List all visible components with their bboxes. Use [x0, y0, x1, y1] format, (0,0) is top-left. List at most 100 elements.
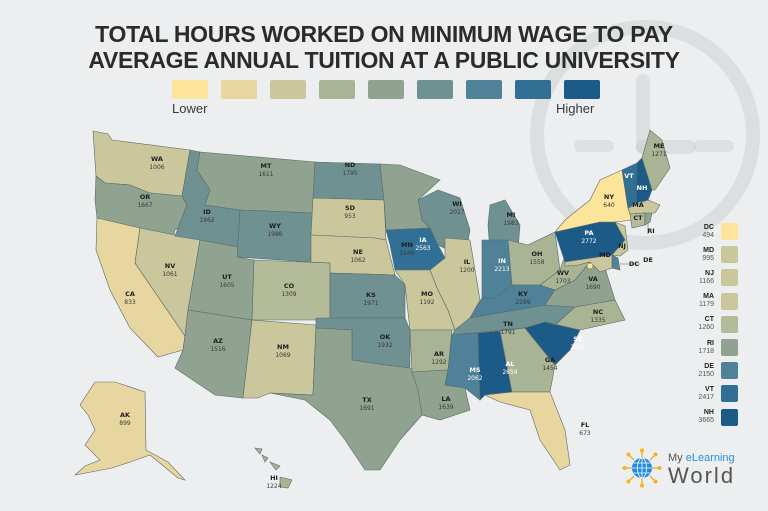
label-ak-value: 899: [119, 420, 131, 427]
label-nd-value: 1795: [342, 170, 357, 177]
label-wy-value: 1986: [267, 231, 282, 238]
label-in-code: IN: [498, 257, 506, 265]
label-ut-code: UT: [222, 273, 232, 281]
state-hi: [254, 447, 293, 489]
label-ak-code: AK: [120, 411, 131, 419]
small-state-swatch: [721, 339, 738, 357]
small-state-swatch: [721, 223, 738, 241]
label-nv-value: 1061: [162, 271, 177, 278]
state-nm: [242, 319, 317, 399]
small-state-value: 2417: [698, 393, 714, 401]
logo-my-text: My: [668, 452, 686, 464]
label-id-value: 1962: [199, 217, 214, 224]
label-ok-code: OK: [380, 333, 392, 341]
label-mi-code: MI: [507, 211, 516, 219]
label-ky-code: KY: [518, 290, 528, 298]
label-ca-code: CA: [125, 290, 135, 298]
small-state-ma: MA 1179: [680, 290, 738, 313]
label-tn-code: TN: [503, 320, 513, 328]
label-pa-code: PA: [584, 229, 593, 237]
label-mn-value: 1546: [399, 250, 414, 257]
legend-swatch-9: [564, 80, 600, 99]
label-nm-value: 1069: [275, 352, 290, 359]
label-wv-code: WV: [557, 269, 569, 277]
label-vt-code: VT: [624, 172, 634, 180]
label-wi-code: WI: [452, 200, 462, 208]
state-ri: [644, 212, 653, 226]
label-sc-code: SC: [573, 335, 583, 343]
small-state-code: NJ: [705, 269, 714, 277]
legend-higher-label: Higher: [556, 101, 595, 116]
label-ny-value: 640: [603, 202, 615, 209]
label-ok-value: 1932: [377, 342, 392, 349]
label-or-code: OR: [140, 193, 151, 201]
state-il: [429, 237, 481, 331]
page-title: TOTAL HOURS WORKED ON MINIMUM WAGE TO PA…: [0, 21, 768, 73]
state-mt: [196, 151, 316, 214]
small-state-value: 494: [702, 231, 714, 239]
label-mn-code: MN: [401, 241, 413, 249]
label-id-code: ID: [203, 208, 211, 216]
small-state-vt: VT 2417: [680, 382, 738, 405]
label-ct-code: CT: [633, 214, 643, 222]
label-in-value: 2213: [494, 266, 509, 273]
small-state-value: 3665: [698, 417, 714, 425]
small-state-code: CT: [704, 316, 714, 324]
small-states-legend: DC 494 MD 995 NJ 1166 MA 1179 CT 1260 RI 1718 …: [680, 220, 738, 429]
label-la-value: 1639: [438, 404, 453, 411]
label-az-value: 1516: [210, 346, 225, 353]
label-co-value: 1309: [281, 291, 296, 298]
logo-world-text: World: [668, 463, 736, 488]
small-state-swatch: [721, 362, 738, 380]
label-nc-value: 1335: [590, 317, 605, 324]
small-state-value: 1718: [698, 347, 714, 355]
small-state-swatch: [721, 292, 738, 310]
state-fl: [483, 391, 571, 471]
small-state-dc: DC 494: [680, 220, 738, 243]
legend-lower-label: Lower: [172, 101, 208, 116]
legend-swatch-5: [368, 80, 404, 99]
small-state-md: MD 995: [680, 243, 738, 266]
label-mo-code: MO: [421, 290, 433, 298]
label-il-value: 1200: [459, 267, 474, 274]
legend-swatch-6: [417, 80, 453, 99]
label-sd-code: SD: [345, 204, 356, 212]
small-state-ct: CT 1260: [680, 313, 738, 336]
legend-swatch-8: [515, 80, 551, 99]
label-or-value: 1667: [137, 202, 152, 209]
small-state-swatch: [721, 408, 738, 426]
label-md-code: MD: [599, 251, 611, 259]
small-state-swatch: [721, 246, 738, 264]
label-ne-code: NE: [353, 248, 363, 256]
state-dc: [586, 262, 594, 270]
label-az-code: AZ: [213, 337, 223, 345]
legend-swatch-1: [172, 80, 208, 99]
label-ma-code: MA: [632, 201, 644, 209]
label-ms-code: MS: [469, 366, 480, 374]
state-ak: [74, 381, 186, 481]
small-state-code: DE: [704, 362, 714, 370]
label-wv-value: 1703: [555, 278, 570, 285]
label-al-code: AL: [505, 360, 514, 368]
state-ma: [627, 199, 661, 215]
label-ar-value: 1292: [431, 359, 446, 366]
small-state-value: 1166: [698, 277, 714, 285]
legend-swatch-3: [270, 80, 306, 99]
small-state-de: DE 2150: [680, 359, 738, 382]
small-state-value: 995: [702, 254, 714, 262]
label-va-code: VA: [588, 275, 598, 283]
small-state-value: 2150: [698, 370, 714, 378]
label-nh-code: NH: [637, 184, 648, 192]
logo-elearning-text: eLearning: [685, 452, 735, 464]
legend-swatch-4: [319, 80, 355, 99]
state-tx: [269, 327, 423, 471]
small-state-value: 1260: [698, 324, 714, 332]
small-state-nh: NH 3665: [680, 406, 738, 429]
state-ny: [554, 169, 633, 233]
state-sc: [524, 321, 581, 366]
label-fl-code: FL: [581, 421, 590, 429]
label-nc-code: NC: [593, 308, 603, 316]
label-sc-value: 2957: [570, 344, 585, 351]
color-scale-legend: [172, 80, 600, 99]
small-state-code: DC: [703, 223, 714, 231]
